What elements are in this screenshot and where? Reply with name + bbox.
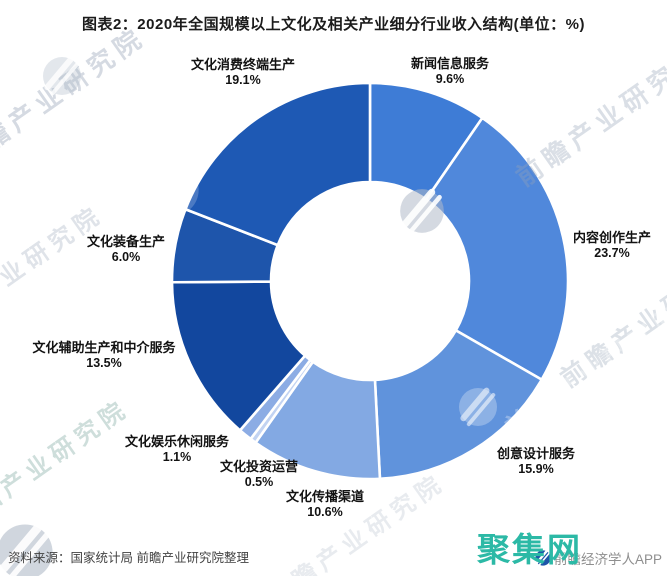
app-name-label: 前瞻经济学人APP xyxy=(553,552,662,567)
site-watermark: 聚集网 xyxy=(477,531,582,568)
donut-slice xyxy=(373,329,543,481)
slice-label: 内容创作生产 23.7% xyxy=(573,230,651,262)
slice-value: 13.5% xyxy=(86,356,122,370)
app-badge: 前瞻经济学人APP xyxy=(535,548,662,568)
slice-label: 文化辅助生产和中介服务 13.5% xyxy=(32,340,175,372)
source-note: 资料来源：国家统计局 前瞻产业研究院整理 xyxy=(8,551,249,565)
slice-label: 创意设计服务 15.9% xyxy=(497,446,575,478)
slice-name: 文化装备生产 xyxy=(86,234,166,249)
slice-label: 文化娱乐休闲服务 1.1% xyxy=(125,434,229,466)
slice-label: 新闻信息服务 9.6% xyxy=(411,56,489,88)
slice-label: 文化装备生产 6.0% xyxy=(87,234,165,266)
slice-value: 19.1% xyxy=(225,73,261,87)
slice-value: 10.6% xyxy=(307,505,343,519)
slice-value: 6.0% xyxy=(111,250,141,264)
slice-name: 文化消费终端生产 xyxy=(190,57,296,72)
slice-name: 文化传播渠道 xyxy=(285,489,365,504)
slice-value: 9.6% xyxy=(435,72,465,86)
donut-slice xyxy=(184,81,372,247)
slice-name: 新闻信息服务 xyxy=(410,56,490,71)
slice-name: 创意设计服务 xyxy=(496,446,576,461)
slice-label: 文化传播渠道 10.6% xyxy=(286,489,364,521)
slice-value: 15.9% xyxy=(518,462,554,476)
slice-label: 文化投资运营 0.5% xyxy=(220,459,298,491)
slice-name: 内容创作生产 xyxy=(572,230,652,245)
donut-slice xyxy=(424,116,570,381)
chart-title: 图表2：2020年全国规模以上文化及相关产业细分行业收入结构(单位：%) xyxy=(81,16,586,33)
slice-value: 0.5% xyxy=(244,475,274,489)
slice-name: 文化辅助生产和中介服务 xyxy=(32,340,176,355)
slice-value: 1.1% xyxy=(162,450,192,464)
qianzhan-app-logo-icon xyxy=(535,550,551,566)
slice-value: 23.7% xyxy=(594,246,630,260)
slice-label: 文化消费终端生产 19.1% xyxy=(191,57,295,89)
slice-name: 文化娱乐休闲服务 xyxy=(124,434,230,449)
slice-name: 文化投资运营 xyxy=(219,459,299,474)
